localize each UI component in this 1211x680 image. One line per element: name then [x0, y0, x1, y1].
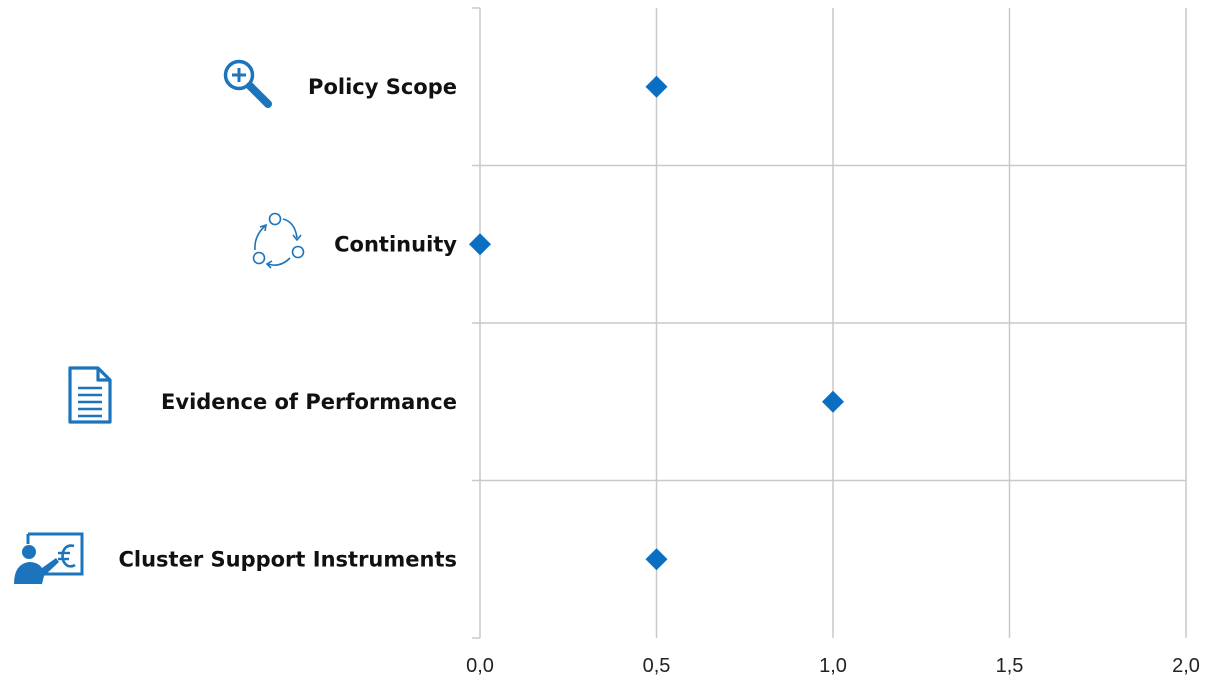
magnifier-plus-icon	[223, 59, 272, 108]
data-points	[469, 75, 844, 571]
x-tick-label: 0,5	[643, 655, 671, 677]
category-labels: Policy Scope Continuity Evidence of Perfor…	[118, 75, 457, 572]
chart-grid	[480, 8, 1187, 638]
x-tick-labels: 0,0 0,5 1,0 1,5 2,0	[466, 655, 1200, 677]
x-tick-label: 1,0	[819, 655, 847, 677]
category-label: Policy Scope	[308, 75, 457, 99]
x-tick-label: 0,0	[466, 655, 494, 677]
presenter-euro-icon	[14, 532, 84, 584]
category-label: Cluster Support Instruments	[118, 547, 457, 571]
x-tick-label: 2,0	[1172, 655, 1200, 677]
chart-axes	[472, 7, 481, 639]
data-point-diamond	[469, 233, 491, 256]
data-point-diamond	[822, 390, 844, 413]
category-label: Evidence of Performance	[161, 390, 457, 414]
category-label: Continuity	[334, 232, 457, 256]
category-icons	[14, 59, 305, 584]
cycle-arrows-icon	[252, 212, 305, 269]
data-point-diamond	[645, 75, 668, 98]
x-tick-label: 1,5	[996, 655, 1024, 677]
data-point-diamond	[645, 548, 668, 571]
document-icon	[68, 366, 112, 424]
